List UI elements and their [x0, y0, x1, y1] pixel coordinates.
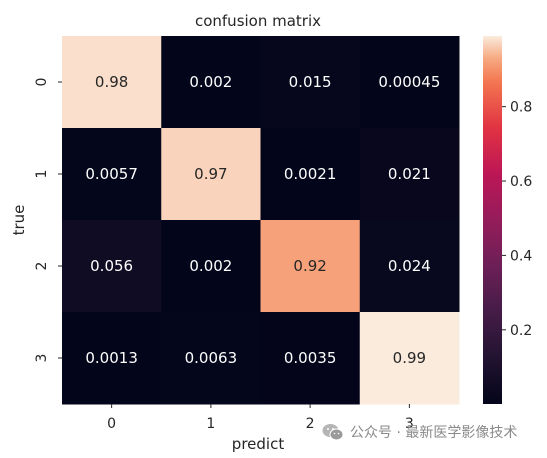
watermark-text: 公众号 · 最新医学影像技术 — [350, 425, 518, 441]
cell-value-label: 0.021 — [388, 165, 431, 183]
cell-value-label: 0.0035 — [284, 349, 337, 367]
cell-value-label: 0.97 — [194, 165, 227, 183]
heatmap-cell — [359, 128, 460, 221]
heatmap-cell — [62, 220, 162, 313]
colorbar-tick-label: 0.2 — [510, 323, 532, 339]
cell-value-label: 0.0063 — [185, 349, 238, 367]
x-axis-label: predict — [232, 435, 285, 453]
y-axis-label: true — [10, 205, 28, 236]
cell-value-label: 0.92 — [293, 257, 326, 275]
colorbar-ticks: 0.2 0.4 0.6 0.8 — [502, 100, 532, 339]
colorbar-tick-label: 0.4 — [510, 248, 532, 264]
cell-value-label: 0.002 — [189, 73, 232, 91]
cell-value-label: 0.98 — [95, 73, 128, 91]
y-axis-ticks: 0 1 2 3 — [34, 78, 62, 363]
heatmap-cell — [359, 312, 460, 405]
heatmap-cell — [62, 36, 162, 129]
y-tick-label: 1 — [34, 170, 50, 179]
heatmap-cell — [359, 36, 460, 129]
watermark: 公众号 · 最新医学影像技术 — [322, 419, 517, 445]
colorbar-tick-label: 0.6 — [510, 174, 532, 190]
chart-title: confusion matrix — [195, 12, 321, 30]
heatmap-cell — [260, 220, 361, 313]
heatmap-cell — [161, 220, 261, 313]
heatmap-cell — [62, 312, 162, 405]
y-tick-label: 0 — [34, 78, 50, 87]
cell-value-label: 0.0021 — [284, 165, 337, 183]
cell-value-label: 0.99 — [393, 349, 426, 367]
heatmap-cell — [161, 36, 261, 129]
heatmap-cell — [161, 128, 261, 221]
x-tick-label: 0 — [107, 416, 116, 432]
y-tick-label: 3 — [34, 354, 50, 363]
heatmap-cell — [260, 36, 361, 129]
y-tick-label: 2 — [34, 262, 50, 271]
cell-value-label: 0.0057 — [85, 165, 138, 183]
heatmap-cell — [359, 220, 460, 313]
heatmap-cells: 0.98 0.002 0.015 0.00045 0.0057 0.97 0.0021 0.0… — [62, 36, 460, 405]
cell-value-label: 0.002 — [189, 257, 232, 275]
cell-value-label: 0.024 — [388, 257, 431, 275]
cell-value-label: 0.00045 — [378, 73, 440, 91]
x-tick-label: 2 — [306, 416, 315, 432]
x-tick-label: 3 — [405, 416, 414, 432]
cell-value-label: 0.015 — [289, 73, 332, 91]
heatmap-cell — [260, 128, 361, 221]
cell-value-label: 0.0013 — [85, 349, 138, 367]
heatmap-cell — [161, 312, 261, 405]
colorbar-tick-label: 0.8 — [510, 100, 532, 116]
x-tick-label: 1 — [206, 416, 215, 432]
wechat-icon — [322, 424, 344, 441]
x-axis-ticks: 0 1 2 3 — [107, 404, 414, 432]
heatmap-cell — [62, 128, 162, 221]
cell-value-label: 0.056 — [90, 257, 133, 275]
colorbar — [483, 36, 502, 404]
heatmap-cell — [260, 312, 361, 405]
